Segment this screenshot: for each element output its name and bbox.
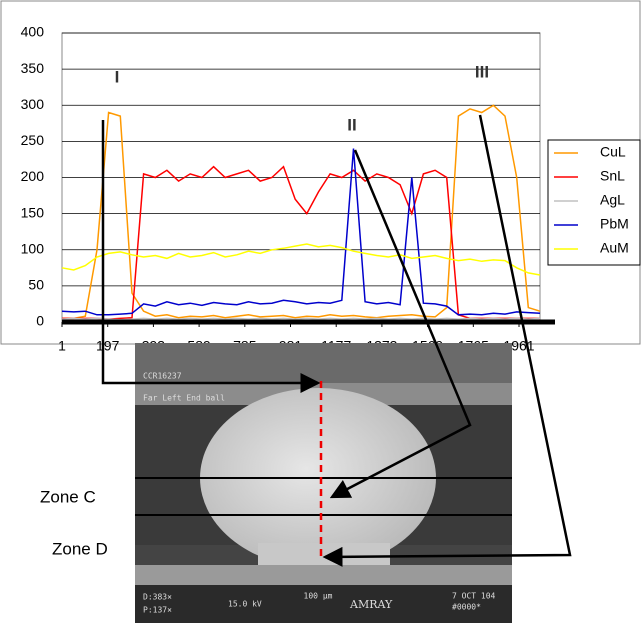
series-line bbox=[61, 243, 541, 276]
x-tick-label: 197 bbox=[96, 338, 120, 354]
y-tick-label: 250 bbox=[21, 132, 45, 148]
arrows bbox=[101, 114, 572, 567]
image-label: 15.0 kV bbox=[228, 600, 262, 609]
legend-label: AgL bbox=[600, 192, 625, 208]
image-label: AMRAY bbox=[349, 598, 393, 611]
annotation: III bbox=[475, 62, 489, 81]
image-label: P:137× bbox=[143, 606, 172, 615]
image-label: D:383× bbox=[143, 593, 172, 602]
y-tick-label: 200 bbox=[21, 168, 45, 184]
y-tick-label: 400 bbox=[21, 24, 45, 40]
y-tick-label: 0 bbox=[36, 313, 44, 329]
series-line bbox=[61, 148, 541, 316]
image-label: Far Left End ball bbox=[143, 394, 225, 403]
image-label: #0000* bbox=[452, 603, 481, 612]
zone-label: Zone C bbox=[40, 487, 96, 506]
y-tick-label: 150 bbox=[21, 204, 45, 220]
series-line bbox=[61, 317, 541, 321]
image-label: 100 μm bbox=[304, 592, 333, 601]
legend-label: CuL bbox=[600, 144, 626, 160]
legend-label: SnL bbox=[600, 168, 625, 184]
sem-image bbox=[135, 343, 512, 623]
legend-label: PbM bbox=[600, 216, 629, 232]
series-line bbox=[62, 104, 541, 320]
annotation: II bbox=[347, 115, 356, 134]
y-tick-label: 300 bbox=[21, 96, 45, 112]
legend-label: AuM bbox=[600, 240, 629, 256]
y-tick-label: 100 bbox=[21, 240, 45, 256]
x-tick-label: 1 bbox=[58, 338, 66, 354]
image-label: 7 OCT 104 bbox=[452, 592, 496, 601]
image-label: CCR16237 bbox=[143, 372, 182, 381]
y-tick-label: 50 bbox=[28, 277, 44, 293]
legend-box bbox=[547, 139, 641, 266]
y-tick-label: 350 bbox=[21, 60, 45, 76]
annotation: I bbox=[115, 67, 120, 86]
zone-label: Zone D bbox=[52, 539, 108, 558]
